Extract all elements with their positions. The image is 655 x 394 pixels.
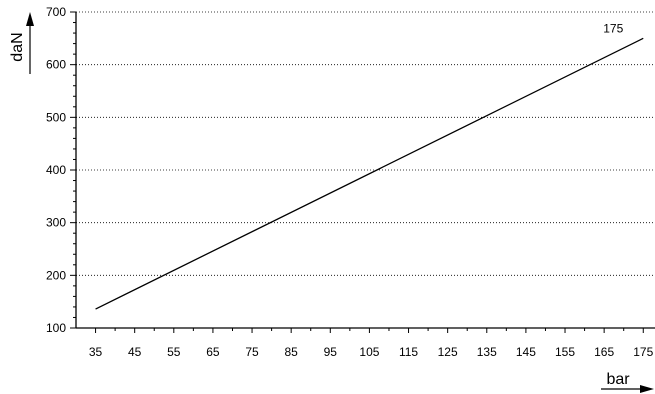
y-tick-label: 200 xyxy=(46,268,66,282)
y-tick-label: 400 xyxy=(46,163,66,177)
y-tick-label: 100 xyxy=(46,321,66,335)
y-ticks: 100 200 300 400 500 600 700 xyxy=(46,5,76,335)
series-label: 175 xyxy=(603,21,623,35)
x-tick-label: 105 xyxy=(359,345,379,359)
x-tick-label: 55 xyxy=(167,345,181,359)
x-tick-label: 75 xyxy=(245,345,259,359)
x-tick-label: 95 xyxy=(324,345,338,359)
y-axis-arrow-icon xyxy=(26,12,34,26)
y-tick-label: 500 xyxy=(46,110,66,124)
x-tick-label: 65 xyxy=(206,345,220,359)
y-axis-label: daN xyxy=(9,32,26,61)
x-axis-label: bar xyxy=(606,371,630,388)
x-tick-label: 175 xyxy=(633,345,653,359)
series: 175 xyxy=(95,21,644,310)
x-tick-label: 145 xyxy=(516,345,536,359)
x-ticks: 35 45 55 65 75 85 95 105 115 125 135 145 155 165 175 xyxy=(89,328,654,359)
x-axis-arrow-icon xyxy=(640,385,654,393)
x-tick-label: 45 xyxy=(128,345,142,359)
y-axis-title: daN xyxy=(9,12,34,74)
y-tick-label: 600 xyxy=(46,58,66,72)
x-tick-label: 115 xyxy=(399,345,418,359)
x-tick-label: 125 xyxy=(438,345,458,359)
y-tick-label: 700 xyxy=(46,5,66,19)
x-tick-label: 165 xyxy=(594,345,614,359)
x-tick-label: 85 xyxy=(284,345,298,359)
y-tick-label: 300 xyxy=(46,216,66,230)
x-tick-label: 135 xyxy=(477,345,497,359)
series-line xyxy=(95,37,644,310)
x-tick-label: 35 xyxy=(89,345,103,359)
x-tick-label: 155 xyxy=(555,345,575,359)
x-axis-title: bar xyxy=(601,371,654,393)
grid xyxy=(76,11,655,276)
